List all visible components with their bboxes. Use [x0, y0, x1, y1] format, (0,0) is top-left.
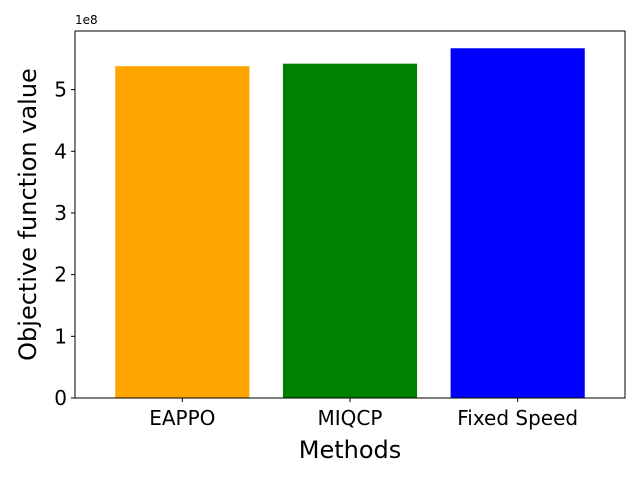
y-tick-label: 5 — [54, 78, 67, 102]
y-axis-label: Objective function value — [14, 68, 42, 361]
bar-miqcp — [282, 63, 418, 398]
x-tick-label: EAPPO — [149, 406, 215, 430]
bar-eappo — [115, 66, 250, 398]
x-axis-ticks: EAPPO MIQCP Fixed Speed — [149, 398, 578, 430]
y-offset-label: 1e8 — [75, 13, 98, 27]
y-tick-label: 0 — [54, 386, 67, 410]
plot-frame — [74, 30, 626, 399]
bar-fixed-speed — [450, 48, 585, 398]
x-tick-label: Fixed Speed — [457, 406, 578, 430]
y-tick-label: 4 — [54, 139, 67, 163]
bars-group — [115, 48, 585, 398]
y-tick-label: 1 — [54, 324, 67, 348]
y-tick-label: 3 — [54, 201, 67, 225]
y-axis-ticks: 0 1 2 3 4 5 — [54, 78, 75, 410]
y-tick-label: 2 — [54, 263, 67, 287]
x-tick-label: MIQCP — [318, 406, 383, 430]
x-axis-label: Methods — [299, 436, 402, 464]
